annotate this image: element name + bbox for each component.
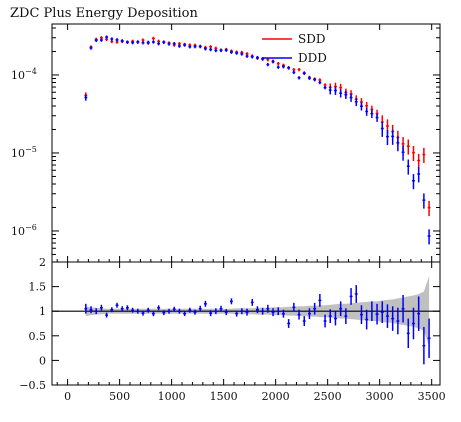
- x-tick-label: 1000: [158, 390, 186, 403]
- ratio-points: [84, 285, 431, 365]
- x-tick-label: 2500: [314, 390, 342, 403]
- main-y-tick-label: 10−4: [11, 67, 37, 82]
- chart-title: ZDC Plus Energy Deposition: [10, 6, 198, 21]
- main-frame: [51, 23, 441, 263]
- legend-label-sdd: SDD: [298, 32, 325, 46]
- main-panel: 10−6 10−5 10−4: [11, 23, 441, 263]
- x-tick-label: 1500: [210, 390, 238, 403]
- x-tick-label: 2000: [262, 390, 290, 403]
- ratio-y-tick-label: 0: [39, 354, 46, 367]
- legend: SDD DDD: [262, 32, 327, 65]
- ratio-y-tick-label: 1: [39, 305, 46, 318]
- main-y-tick-label: 10−6: [11, 223, 37, 238]
- x-tick-label: 3500: [418, 390, 446, 403]
- x-tick-label: 3000: [366, 390, 394, 403]
- ratio-y-tick-label: 0.5: [29, 330, 47, 343]
- legend-label-ddd: DDD: [298, 51, 327, 65]
- ratio-y-tick-label: 1.5: [29, 281, 47, 294]
- ratio-frame: [51, 261, 441, 386]
- ratio-y-tick-label: −0.5: [19, 379, 46, 392]
- x-tick-label: 0: [64, 390, 71, 403]
- main-y-tick-label: 10−5: [11, 145, 37, 160]
- x-tick-label: 500: [109, 390, 130, 403]
- series-sdd: [84, 36, 431, 217]
- ratio-y-tick-label: 2: [39, 256, 46, 269]
- ratio-panel: 0 500 1000 1500 2000 2500 3000 3500 −0.5 0 0.5 1 1.5…: [19, 256, 445, 403]
- series-ddd: [84, 35, 431, 245]
